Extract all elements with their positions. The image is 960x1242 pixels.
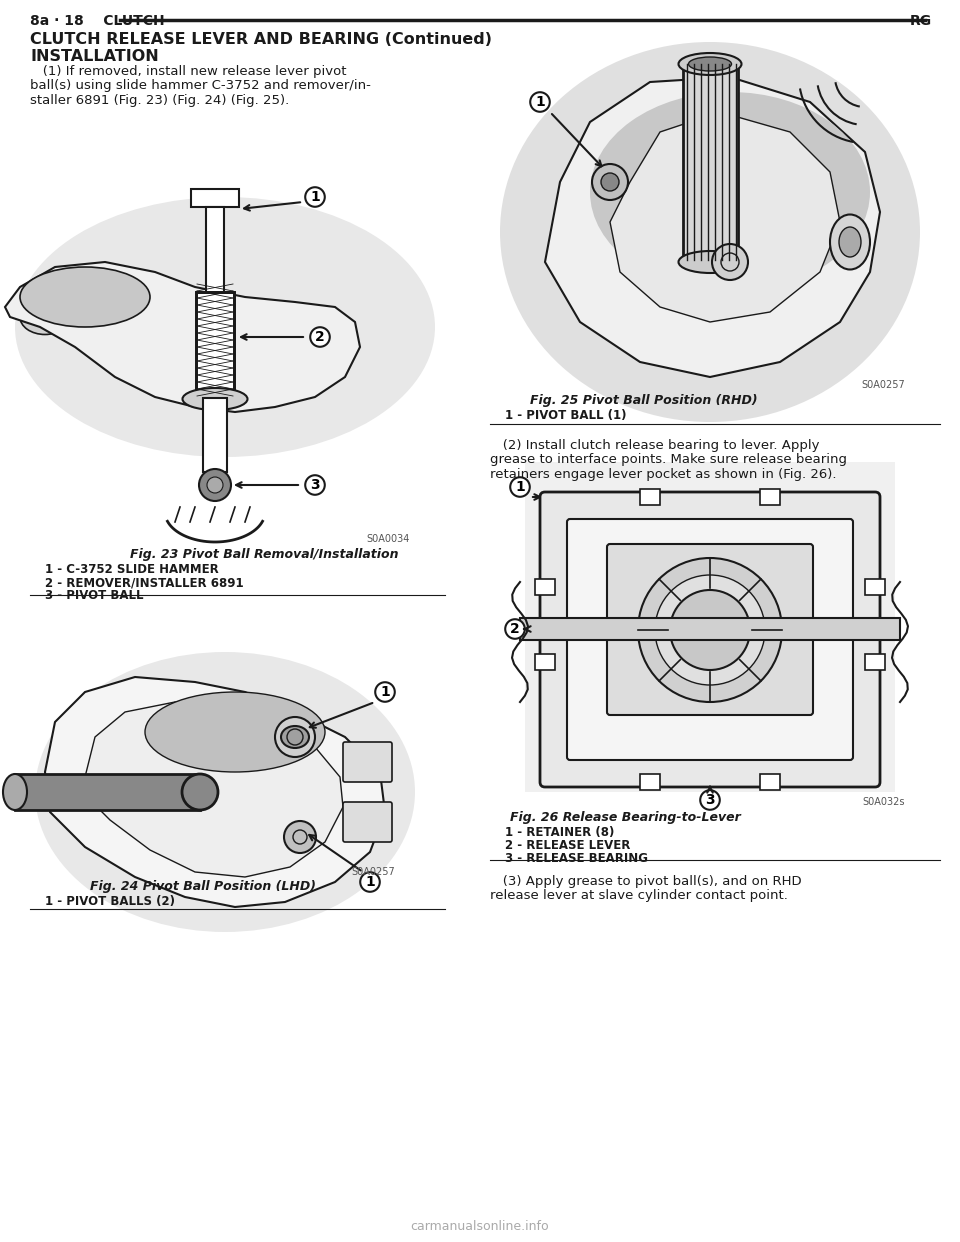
Text: 3: 3 [310, 478, 320, 492]
Bar [760, 774, 780, 790]
Text: staller 6891 (Fig. 23) (Fig. 24) (Fig. 25).: staller 6891 (Fig. 23) (Fig. 24) (Fig. 2… [30, 94, 289, 107]
Text: Fig. 25 Pivot Ball Position (RHD): Fig. 25 Pivot Ball Position (RHD) [530, 394, 757, 407]
Circle shape [601, 173, 619, 191]
Ellipse shape [182, 388, 248, 410]
Text: 1: 1 [380, 686, 390, 699]
Text: 1 - C-3752 SLIDE HAMMER: 1 - C-3752 SLIDE HAMMER [45, 563, 219, 576]
Text: (3) Apply grease to pivot ball(s), and on RHD: (3) Apply grease to pivot ball(s), and o… [490, 876, 802, 888]
Circle shape [284, 821, 316, 853]
Text: Fig. 26 Release Bearing-to-Lever: Fig. 26 Release Bearing-to-Lever [510, 811, 741, 823]
Polygon shape [85, 702, 343, 877]
Ellipse shape [500, 42, 920, 422]
Ellipse shape [679, 53, 741, 75]
Text: retainers engage lever pocket as shown in (Fig. 26).: retainers engage lever pocket as shown i… [490, 468, 836, 481]
Text: 1: 1 [310, 190, 320, 204]
Polygon shape [45, 677, 385, 907]
Text: 2 - RELEASE LEVER: 2 - RELEASE LEVER [505, 840, 631, 852]
Bar [640, 774, 660, 790]
Text: 3 - PIVOT BALL: 3 - PIVOT BALL [45, 589, 143, 602]
Text: 2: 2 [510, 622, 520, 636]
Ellipse shape [31, 307, 59, 327]
Text: S0A0257: S0A0257 [861, 380, 905, 390]
Circle shape [712, 243, 748, 279]
Ellipse shape [281, 727, 309, 748]
Bar [525, 462, 895, 792]
Circle shape [592, 164, 628, 200]
Text: 3: 3 [706, 792, 715, 807]
Text: 1: 1 [516, 479, 525, 494]
Ellipse shape [20, 299, 70, 334]
Text: (1) If removed, install new release lever pivot: (1) If removed, install new release leve… [30, 65, 347, 78]
Text: (2) Install clutch release bearing to lever. Apply: (2) Install clutch release bearing to le… [490, 438, 820, 452]
Bar [535, 579, 555, 595]
FancyBboxPatch shape [343, 802, 392, 842]
Text: S0A0034: S0A0034 [367, 534, 410, 544]
Text: RG: RG [910, 14, 932, 29]
Bar [760, 489, 780, 505]
Ellipse shape [145, 692, 325, 773]
Circle shape [207, 477, 223, 493]
Text: 1: 1 [365, 876, 374, 889]
FancyBboxPatch shape [607, 544, 813, 715]
Ellipse shape [20, 267, 150, 327]
Circle shape [670, 590, 750, 669]
Bar [206, 207, 224, 297]
Text: ball(s) using slide hammer C-3752 and remover/in-: ball(s) using slide hammer C-3752 and re… [30, 79, 371, 92]
Ellipse shape [15, 197, 435, 457]
Bar [196, 292, 234, 397]
Text: 1 - PIVOT BALLS (2): 1 - PIVOT BALLS (2) [45, 895, 175, 908]
FancyBboxPatch shape [567, 519, 853, 760]
Polygon shape [5, 262, 360, 412]
Text: 1 - RETAINER (8): 1 - RETAINER (8) [505, 826, 614, 840]
Text: INSTALLATION: INSTALLATION [30, 48, 158, 65]
Ellipse shape [830, 215, 870, 270]
Bar [865, 579, 885, 595]
Ellipse shape [688, 57, 732, 71]
Text: CLUTCH RELEASE LEVER AND BEARING (Continued): CLUTCH RELEASE LEVER AND BEARING (Contin… [30, 32, 492, 47]
Text: 3 - RELEASE BEARING: 3 - RELEASE BEARING [505, 852, 648, 864]
Text: 2 - REMOVER/INSTALLER 6891: 2 - REMOVER/INSTALLER 6891 [45, 576, 244, 589]
Text: 1 - PIVOT BALL (1): 1 - PIVOT BALL (1) [505, 409, 627, 422]
Ellipse shape [590, 92, 870, 292]
Ellipse shape [839, 227, 861, 257]
Ellipse shape [35, 652, 415, 932]
Ellipse shape [679, 251, 741, 273]
Bar [683, 62, 738, 262]
Text: Fig. 24 Pivot Ball Position (LHD): Fig. 24 Pivot Ball Position (LHD) [90, 881, 316, 893]
Text: 1: 1 [535, 94, 545, 109]
Polygon shape [610, 112, 840, 322]
Text: carmanualsonline.info: carmanualsonline.info [411, 1220, 549, 1233]
Bar [520, 619, 900, 640]
Circle shape [199, 469, 231, 501]
Circle shape [655, 575, 765, 686]
Ellipse shape [3, 774, 27, 810]
Text: Fig. 23 Pivot Ball Removal/Installation: Fig. 23 Pivot Ball Removal/Installation [130, 548, 398, 561]
Text: S0A032s: S0A032s [862, 797, 905, 807]
Bar [535, 655, 555, 669]
Text: release lever at slave cylinder contact point.: release lever at slave cylinder contact … [490, 889, 788, 903]
Bar [196, 292, 234, 397]
Bar [203, 397, 227, 472]
Text: S0A0257: S0A0257 [351, 867, 395, 877]
Text: grease to interface points. Make sure release bearing: grease to interface points. Make sure re… [490, 453, 847, 467]
Bar [191, 189, 239, 207]
Bar [865, 655, 885, 669]
Text: 8a · 18    CLUTCH: 8a · 18 CLUTCH [30, 14, 164, 29]
Circle shape [638, 558, 782, 702]
FancyBboxPatch shape [540, 492, 880, 787]
Ellipse shape [182, 774, 218, 810]
Polygon shape [545, 77, 880, 378]
Bar [15, 774, 200, 810]
Text: 2: 2 [315, 330, 324, 344]
Bar [640, 489, 660, 505]
FancyBboxPatch shape [343, 741, 392, 782]
Circle shape [275, 717, 315, 758]
